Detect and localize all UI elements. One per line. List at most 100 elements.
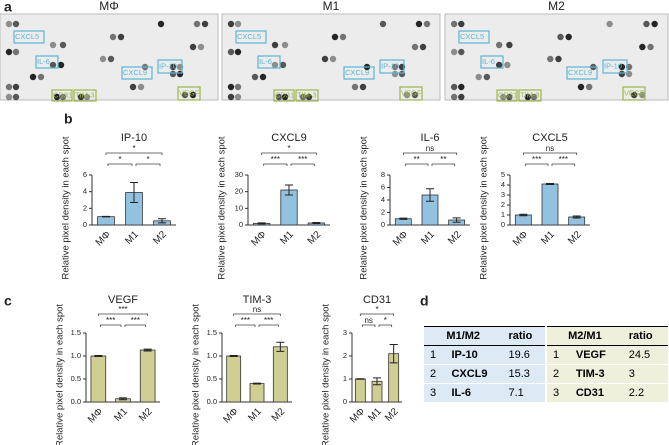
- table-cell: 7.1: [502, 383, 545, 403]
- table-cell: 1: [547, 345, 570, 365]
- spot-box: [399, 86, 423, 101]
- significance-label: ***: [271, 155, 280, 164]
- table-row: 3 IL-6 7.1: [424, 383, 545, 403]
- blot-spot: [524, 93, 531, 101]
- x-tick-label: M2: [270, 406, 288, 424]
- chart-title: VEGF: [108, 294, 138, 306]
- spot-label: CXCL5: [237, 32, 261, 41]
- spot-label: IP-10: [604, 61, 622, 70]
- table-cell: 3: [424, 383, 446, 403]
- spot-label: VEGF: [401, 88, 422, 97]
- table-cell: IP-10: [445, 345, 503, 365]
- spot-box: [458, 30, 490, 44]
- blot-spot: [5, 83, 13, 91]
- blot-spot: [329, 55, 337, 63]
- header-cell: ratio: [502, 326, 545, 346]
- table-cell: 2: [424, 364, 446, 384]
- y-tick-label: 4: [501, 180, 505, 189]
- blot-spot: [639, 91, 646, 99]
- x-tick-label: MΦ: [86, 406, 105, 425]
- y-tick-label: 4: [381, 195, 385, 204]
- significance-label: ***: [298, 155, 307, 164]
- significance-bracket: [524, 163, 549, 166]
- blot-spot: [227, 48, 235, 56]
- blot-spot: [107, 55, 115, 63]
- table-cell: VEGF: [569, 345, 623, 365]
- blot-spot: [500, 93, 507, 101]
- significance-label: *: [384, 316, 387, 325]
- error-bar: [452, 217, 461, 223]
- error-bar: [102, 215, 110, 218]
- blot-spot: [339, 33, 347, 41]
- bar: [90, 355, 107, 403]
- y-tick-label: 1.5: [71, 328, 81, 337]
- header-row: M2/M1 ratio: [547, 326, 668, 346]
- error-bar: [572, 215, 581, 219]
- spot-box: [379, 59, 405, 74]
- blot-spot: [197, 43, 205, 51]
- spot-label: VEGF: [179, 88, 200, 97]
- significance-bracket: [258, 324, 279, 327]
- blot-spot: [234, 83, 242, 91]
- spot-box: [35, 55, 59, 69]
- chart-title: TIM-3: [243, 294, 272, 306]
- y-tick-label: 6: [381, 182, 385, 191]
- blot-spot: [618, 70, 626, 78]
- spot-box: [622, 86, 646, 101]
- blot-spot: [251, 73, 259, 81]
- y-tick-label: 2: [343, 351, 347, 360]
- y-axis-label: Relative pixel density in each spot: [191, 304, 202, 445]
- spot-label: VEGF: [624, 88, 645, 97]
- x-tick-label: M1: [539, 229, 557, 247]
- error-bar: [143, 348, 152, 352]
- blot-spot: [359, 83, 367, 91]
- bar: [354, 378, 366, 403]
- spot-box: [235, 30, 267, 44]
- blot-spot: [504, 61, 511, 69]
- table-row: 1 VEGF 24.5: [547, 345, 668, 365]
- blot-spot: [305, 93, 313, 101]
- y-tick-label: 2: [83, 203, 87, 212]
- error-bar: [94, 355, 103, 357]
- blot-spot: [506, 93, 513, 101]
- y-tick-label: 0: [501, 220, 505, 229]
- blot-spot: [57, 61, 65, 69]
- blot-spot: [585, 83, 593, 91]
- chart-title: IP-10: [121, 132, 147, 144]
- table-cell: 19.6: [502, 345, 545, 365]
- blot-spot: [423, 20, 431, 28]
- y-tick-label: 1: [501, 210, 505, 219]
- y-tick-label: 0.5: [207, 374, 217, 383]
- blot-spot: [557, 33, 564, 41]
- blot-spot: [77, 93, 85, 101]
- blot-spot: [577, 83, 585, 91]
- blot-spot: [379, 20, 387, 28]
- spot-label: CD31: [275, 90, 294, 99]
- blot-spot: [458, 83, 465, 91]
- spot-box: [157, 59, 183, 74]
- blot-spot: [259, 73, 267, 81]
- chart-title: CXCL5: [532, 132, 567, 144]
- panel-label: b: [64, 111, 73, 127]
- significance-bracket: [402, 152, 458, 155]
- blot-spot: [189, 91, 197, 99]
- significance-label: ns: [253, 305, 261, 314]
- significance-bracket: [359, 313, 395, 316]
- error-bar: [119, 397, 127, 401]
- significance-bracket: [378, 324, 393, 327]
- bar: [541, 183, 559, 226]
- y-axis-label: Relative pixel density in each spot: [479, 136, 490, 279]
- blot-spot: [109, 33, 117, 41]
- blot-spot: [53, 93, 61, 101]
- y-tick-label: 0: [83, 220, 87, 229]
- blot-spot: [271, 61, 279, 69]
- chart-title: CD31: [363, 294, 391, 306]
- significance-label: **: [440, 155, 446, 164]
- table-cell: TIM-3: [569, 364, 623, 384]
- blot-spot: [5, 93, 13, 101]
- x-tick-label: M1: [419, 229, 437, 247]
- blot-spot: [275, 93, 283, 101]
- x-tick-label: M1: [366, 406, 384, 424]
- spot-label: CXCL9: [345, 68, 369, 77]
